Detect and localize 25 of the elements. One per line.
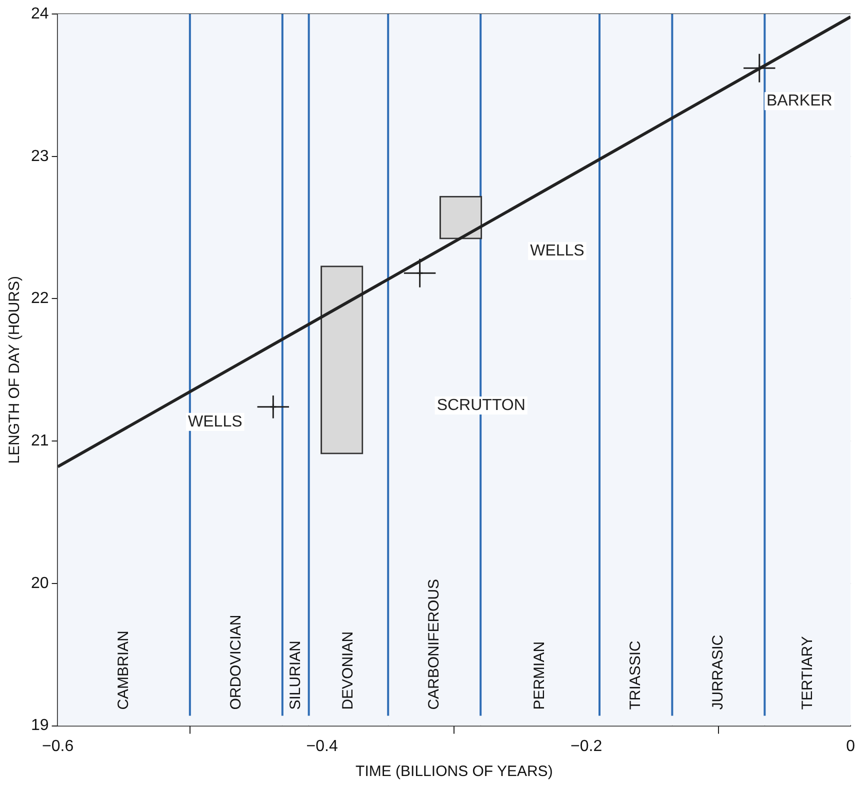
x-tick-label: 0 — [846, 738, 856, 755]
y-tick-label: 23 — [31, 148, 49, 165]
x-tick-label: −0.2 — [570, 738, 602, 755]
band-label: ORDOVICIAN — [227, 614, 244, 710]
y-tick-label: 22 — [31, 290, 49, 308]
x-axis-title: TIME (BILLIONS OF YEARS) — [356, 763, 553, 780]
band-label: CAMBRIAN — [115, 630, 132, 710]
band-label: PERMIAN — [531, 641, 548, 710]
annotation: WELLS — [188, 413, 242, 430]
y-tick-label: 21 — [31, 432, 49, 450]
y-tick-label: 19 — [31, 717, 49, 734]
annotation: BARKER — [766, 92, 832, 110]
y-tick-label: 24 — [31, 5, 49, 22]
y-axis-title: LENGTH OF DAY (HOURS) — [6, 276, 24, 464]
x-tick-label: −0.6 — [42, 738, 74, 755]
band-label: DEVONIAN — [340, 631, 357, 710]
band-label: CARBONIFEROUS — [425, 578, 442, 710]
y-tick-label: 20 — [31, 574, 49, 592]
annotation: WELLS — [530, 242, 584, 260]
band-label: JURRASIC — [710, 634, 727, 710]
annotation: SCRUTTON — [436, 396, 526, 414]
band-label: TRIASSIC — [626, 640, 644, 710]
band-label: SILURIAN — [286, 640, 304, 710]
x-tick-label: −0.4 — [306, 738, 338, 755]
band-label: TERTIARY — [798, 636, 816, 710]
